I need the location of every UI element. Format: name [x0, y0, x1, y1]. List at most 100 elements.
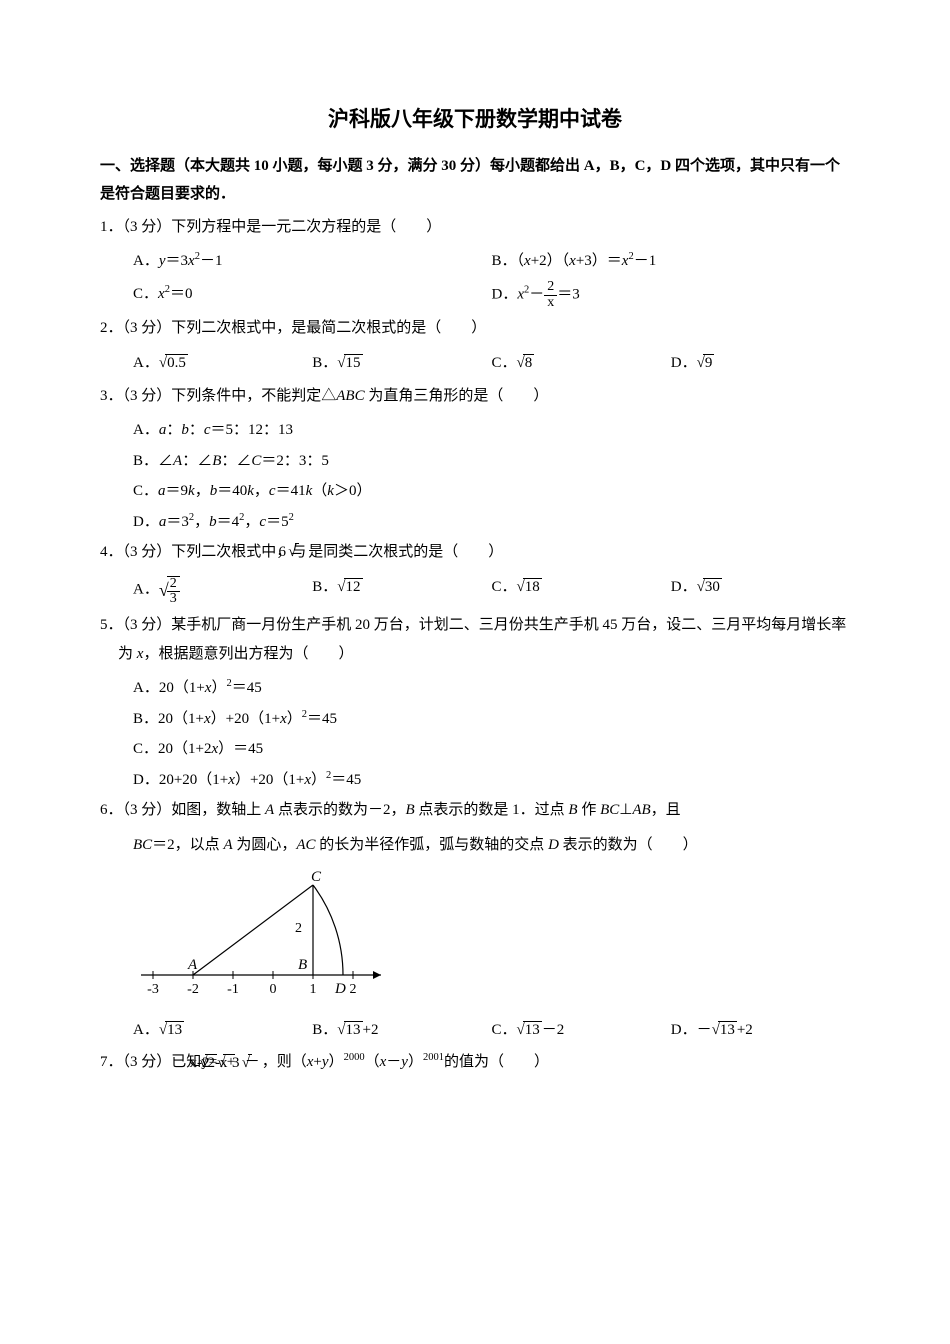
q4-b-label: B．: [312, 579, 337, 595]
q1-options-row1: A．y＝3x2－1 B．（x+2）（x+3）＝x2－1: [100, 247, 850, 276]
q6-d-post: +2: [737, 1022, 753, 1038]
q6-a-label: A．: [133, 1022, 159, 1038]
q2-opt-c: C．√8: [492, 349, 671, 378]
q2-options: A．√0.5 B．√15 C．√8 D．√9: [100, 349, 850, 378]
q7-s8: ）: [408, 1054, 423, 1070]
q2-opt-b: B．√15: [312, 349, 491, 378]
label-B: B: [298, 957, 307, 973]
q6-b4: 表示的数为（ ）: [559, 837, 698, 853]
q5-opt-c: C．20（1+2x）＝45: [100, 735, 850, 764]
page-title: 沪科版八年级下册数学期中试卷: [100, 100, 850, 140]
q2-c-label: C．: [492, 355, 517, 371]
q6-b-label: B．: [312, 1022, 337, 1038]
q4-a-den: 3: [167, 592, 180, 607]
q4-d-val: 30: [703, 578, 722, 596]
q2-a-label: A．: [133, 355, 159, 371]
q3-c-b1: ＝9: [166, 483, 189, 499]
q1-d-post: ＝3: [557, 287, 580, 303]
q3-opt-b: B．∠A：∠B：∠C＝2：3：5: [100, 447, 850, 476]
q2-c-val: 8: [523, 354, 535, 372]
q6-d-val: 13: [718, 1021, 737, 1039]
q1-opt-a: A．y＝3x2－1: [133, 247, 492, 276]
q4-a-num: 2: [167, 577, 180, 593]
q6-c-post: －2: [542, 1022, 565, 1038]
q7-exp2: 2001: [423, 1052, 444, 1063]
q5-d-post: ）: [311, 772, 326, 788]
q5-a-post: ）: [211, 680, 226, 696]
q6-s5: ⊥: [619, 802, 632, 818]
q5-c-post: ）＝45: [218, 741, 263, 757]
q6-opt-b: B．√13+2: [312, 1016, 491, 1045]
q1-c-label: C．: [133, 286, 158, 302]
q4-opt-b: B．√12: [312, 573, 491, 607]
q4-opt-d: D．√30: [671, 573, 850, 607]
q2-d-val: 9: [703, 354, 715, 372]
q3-opt-d: D．a＝32，b＝42，c＝52: [100, 508, 850, 537]
q1-b-label: B．（: [492, 253, 525, 269]
q3-b-mid2: ：∠: [221, 453, 251, 469]
q1-b-mid2: +3）＝: [576, 253, 622, 269]
q5-opt-b: B．20（1+x）+20（1+x）2＝45: [100, 705, 850, 734]
q6-b1: ＝2，以点: [152, 837, 223, 853]
q6-d-label: D．－: [671, 1022, 712, 1038]
q7-s3: ，则（: [262, 1054, 307, 1070]
q1-b-mid1: +2）（: [531, 253, 569, 269]
q5-b-post: ）: [287, 711, 302, 727]
q4-stem-pre: 4．（3 分）下列二次根式中，与: [100, 544, 306, 560]
q3-c-b4: ，: [254, 483, 269, 499]
q4-opt-a: A．√23: [133, 573, 312, 607]
q6-c-label: C．: [492, 1022, 517, 1038]
q4-opt-c: C．√18: [492, 573, 671, 607]
q5-opt-d: D．20+20（1+x）+20（1+x）2＝45: [100, 766, 850, 795]
q4-stem-val: 6: [295, 543, 299, 561]
q3-c-b5: ＝41: [276, 483, 306, 499]
q4-stem-post: 是同类二次根式的是（ ）: [308, 544, 503, 560]
q3-stem-post: 为直角三角形的是（ ）: [365, 388, 549, 404]
q3-stem: 3．（3 分）下列条件中，不能判定△ABC 为直角三角形的是（ ）: [100, 382, 850, 411]
q2-b-val: 15: [344, 354, 363, 372]
q5-b-end: ＝45: [307, 711, 337, 727]
q3-b-post: ＝2：3：5: [261, 453, 329, 469]
q4-b-val: 12: [344, 578, 363, 596]
q5-stem-post: ，根据题意列出方程为（ ）: [143, 646, 353, 662]
q1-opt-c: C．x2＝0: [133, 280, 492, 310]
q6-b-val: 13: [344, 1021, 363, 1039]
q7-s6: （: [365, 1054, 380, 1070]
q7-exp1: 2000: [344, 1052, 365, 1063]
q2-opt-a: A．√0.5: [133, 349, 312, 378]
q3-c-b7: ＞0）: [334, 483, 372, 499]
tick-m1: -1: [227, 982, 239, 997]
label-bc-len: 2: [295, 921, 302, 936]
q4-options: A．√23 B．√12 C．√18 D．√30: [100, 573, 850, 607]
q6-opt-a: A．√13: [133, 1016, 312, 1045]
q6-body: BC＝2，以点 A 为圆心，AC 的长为半径作弧，弧与数轴的交点 D 表示的数为…: [100, 831, 850, 860]
q5-b-pre: B．20（1+: [133, 711, 204, 727]
q7-s1: 7．（3 分）已知: [100, 1054, 201, 1070]
q7-s5: ）: [329, 1054, 344, 1070]
q2-d-label: D．: [671, 355, 697, 371]
q6-s6: ，且: [651, 802, 681, 818]
q3-a-label: A．: [133, 422, 159, 438]
q2-opt-d: D．√9: [671, 349, 850, 378]
q5-b-mid: ）+20（1+: [211, 711, 280, 727]
tick-1: 1: [310, 982, 317, 997]
q1-opt-d: D．x2－2x＝3: [492, 280, 851, 310]
q6-diagram: -3 -2 -1 0 1 2 A B C D 2: [100, 867, 850, 1008]
q2-stem: 2．（3 分）下列二次根式中，是最简二次根式的是（ ）: [100, 314, 850, 343]
q1-stem: 1．（3 分）下列方程中是一元二次方程的是（ ）: [100, 213, 850, 242]
q1-a-label: A．: [133, 253, 159, 269]
q3-c-b2: ，: [195, 483, 210, 499]
q6-s3: 点表示的数是 1．过点: [415, 802, 569, 818]
q7-stem: 7．（3 分）已知y=√x-2+√2-x－√3，则（x+y）2000（x－y）2…: [100, 1048, 850, 1077]
q6-b3: 的长为半径作弧，弧与数轴的交点: [316, 837, 549, 853]
tick-0: 0: [270, 982, 277, 997]
q6-s1: 6．（3 分）如图，数轴上: [100, 802, 265, 818]
tick-m3: -3: [147, 982, 159, 997]
q6-stem: 6．（3 分）如图，数轴上 A 点表示的数为－2，B 点表示的数是 1．过点 B…: [100, 796, 850, 825]
q3-opt-c: C．a＝9k，b＝40k，c＝41k（k＞0）: [100, 477, 850, 506]
q3-c-label: C．: [133, 483, 158, 499]
q6-c-val: 13: [523, 1021, 542, 1039]
q5-a-pre: A．20（1+: [133, 680, 205, 696]
q4-d-label: D．: [671, 579, 697, 595]
q6-b-post: +2: [363, 1022, 379, 1038]
